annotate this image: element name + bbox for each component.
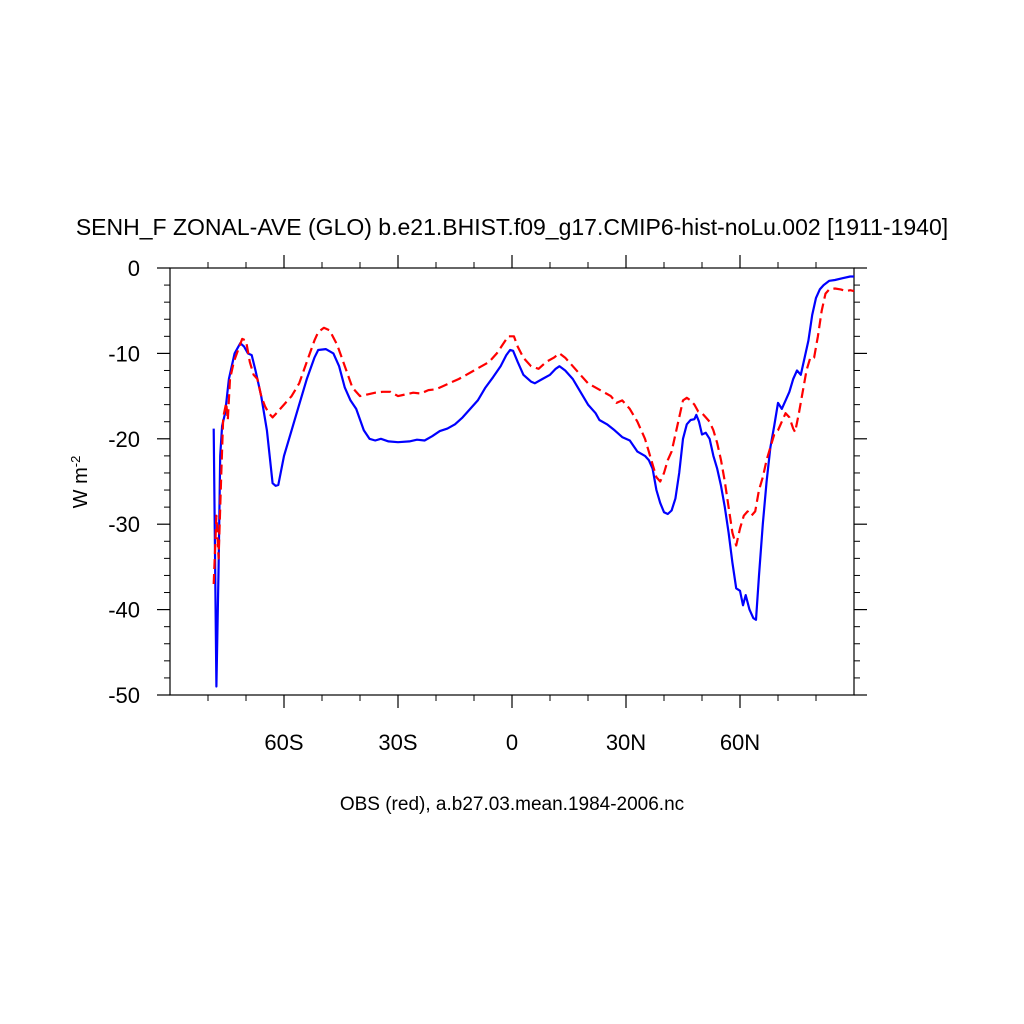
y-tick-label: -10 [108,341,140,366]
minor-ticks [164,262,860,701]
y-tick-labels: 0 -10 -20 -30 -40 -50 [108,256,140,708]
series-group [212,275,855,688]
chart-caption: OBS (red), a.b27.03.mean.1984-2006.nc [340,794,684,815]
y-tick-label: -50 [108,683,140,708]
y-axis-label: W m-2 [68,456,93,509]
y-axis-label-exponent: -2 [68,456,83,468]
major-ticks [157,255,867,708]
x-tick-labels: 60S 30S 0 30N 60N [264,730,760,755]
series-model-line [212,275,854,688]
series-obs-line [212,287,855,585]
x-tick-label: 30N [606,730,646,755]
y-axis-label-main: W m [70,467,92,508]
y-tick-label: -20 [108,427,140,452]
x-tick-label: 60N [720,730,760,755]
x-tick-label: 30S [378,730,417,755]
y-tick-label: -40 [108,598,140,623]
x-tick-label: 0 [506,730,518,755]
y-tick-label: -30 [108,512,140,537]
y-tick-label: 0 [128,256,140,281]
x-tick-label: 60S [264,730,303,755]
chart-title: SENH_F ZONAL-AVE (GLO) b.e21.BHIST.f09_g… [76,214,948,240]
